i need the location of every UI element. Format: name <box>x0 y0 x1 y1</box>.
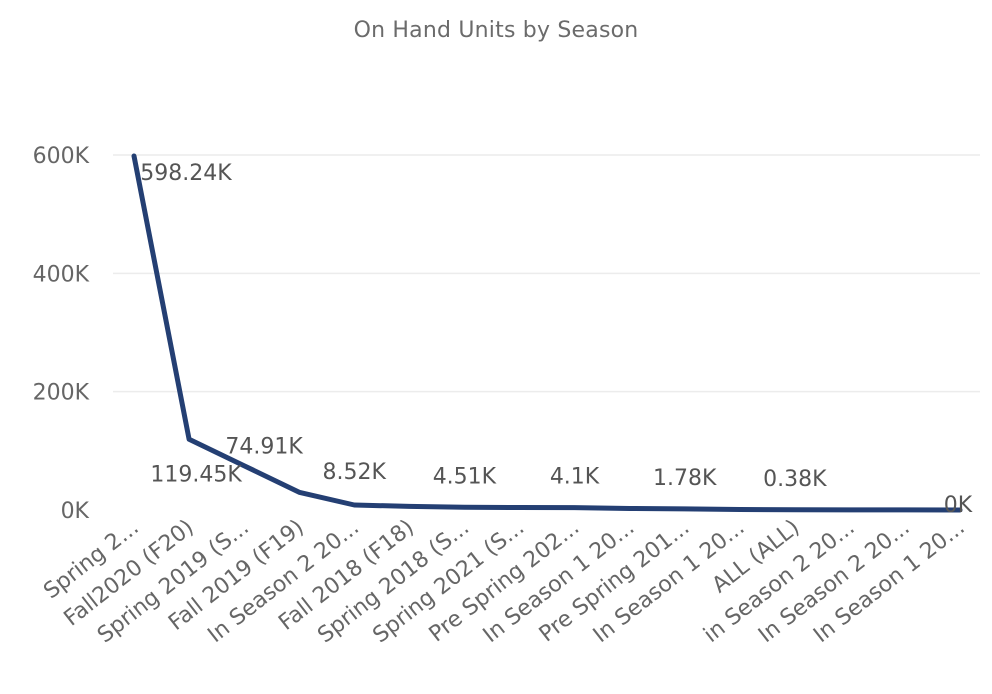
data-label: 0.38K <box>763 467 827 492</box>
data-label: 1.78K <box>653 466 717 491</box>
data-label: 598.24K <box>140 161 232 186</box>
x-axis: Spring 2...Fall2020 (F20)Spring 2019 (S.… <box>39 515 969 648</box>
data-label: 4.1K <box>550 465 600 490</box>
data-label: 4.51K <box>433 464 497 489</box>
chart-title: On Hand Units by Season <box>353 18 639 43</box>
series-line <box>131 153 963 513</box>
data-label: 8.52K <box>323 460 387 485</box>
data-label: 0K <box>944 493 973 518</box>
data-label: 119.45K <box>150 462 242 487</box>
y-tick-label: 200K <box>33 381 90 406</box>
y-tick-label: 600K <box>33 144 90 169</box>
y-tick-label: 400K <box>33 262 90 287</box>
y-axis: 0K 200K 400K 600K <box>33 144 90 524</box>
gridlines <box>113 154 980 393</box>
y-tick-label: 0K <box>61 499 90 524</box>
series-line-group <box>131 153 963 513</box>
data-label: 74.91K <box>225 435 303 460</box>
